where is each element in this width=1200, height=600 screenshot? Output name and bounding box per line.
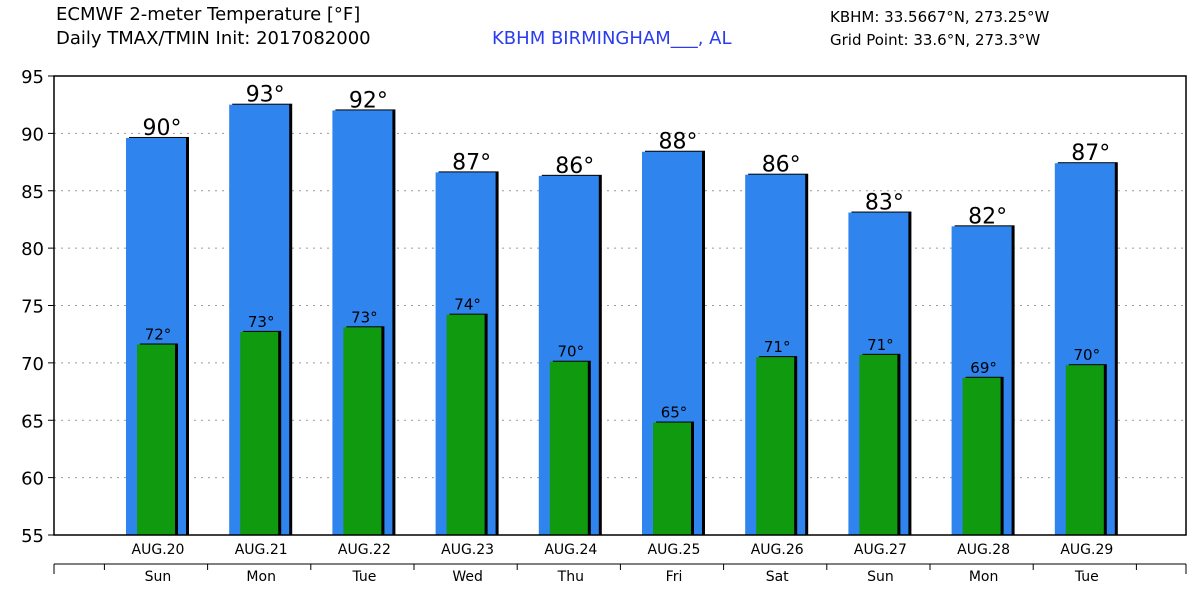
grid-point: Grid Point: 33.6°N, 273.3°W xyxy=(830,31,1041,49)
tmax-value-label: 82° xyxy=(968,204,1007,229)
y-tick-label: 65 xyxy=(21,411,44,432)
tmin-value-label: 70° xyxy=(558,343,585,361)
y-tick-label: 55 xyxy=(21,526,44,547)
tmin-value-label: 73° xyxy=(351,308,378,326)
y-tick-label: 95 xyxy=(21,67,44,88)
tmin-value-label: 72° xyxy=(145,326,172,344)
y-tick-label: 70 xyxy=(21,354,44,375)
x-day-label: Tue xyxy=(1074,569,1099,585)
tmin-value-label: 65° xyxy=(661,404,688,422)
chart-subtitle: Daily TMAX/TMIN Init: 2017082000 xyxy=(56,28,371,49)
x-date-label: AUG.29 xyxy=(1060,542,1113,558)
tmin-bar xyxy=(962,377,1001,535)
tmax-value-label: 83° xyxy=(865,191,904,216)
tmin-bar xyxy=(343,327,382,535)
tmin-value-label: 70° xyxy=(1074,346,1101,364)
x-day-label: Sat xyxy=(766,569,789,585)
tmin-bar xyxy=(1065,365,1104,535)
tmin-value-label: 69° xyxy=(970,359,997,377)
x-day-label: Mon xyxy=(969,569,999,585)
station-coords: KBHM: 33.5667°N, 273.25°W xyxy=(830,8,1050,26)
y-tick-label: 90 xyxy=(21,124,44,145)
tmax-value-label: 86° xyxy=(555,154,594,179)
station-name: KBHM BIRMINGHAM___, AL xyxy=(492,28,732,49)
x-day-label: Thu xyxy=(557,569,584,585)
x-date-label: AUG.26 xyxy=(751,542,804,558)
chart-title: ECMWF 2-meter Temperature [°F] xyxy=(56,4,361,25)
x-date-label: AUG.22 xyxy=(338,542,391,558)
y-tick-label: 85 xyxy=(21,182,44,203)
y-tick-label: 75 xyxy=(21,297,44,318)
tmin-bar xyxy=(446,314,485,535)
tmin-bar xyxy=(756,357,795,535)
tmax-value-label: 90° xyxy=(143,116,182,141)
x-date-label: AUG.24 xyxy=(544,542,597,558)
tmax-value-label: 88° xyxy=(659,130,698,155)
x-date-label: AUG.20 xyxy=(132,542,185,558)
x-day-label: Mon xyxy=(246,569,276,585)
x-day-label: Sun xyxy=(145,569,172,585)
tmax-value-label: 93° xyxy=(246,83,285,108)
tmin-value-label: 73° xyxy=(248,313,275,331)
tmax-value-label: 87° xyxy=(1071,141,1110,166)
x-date-label: AUG.27 xyxy=(854,542,907,558)
x-day-label: Fri xyxy=(666,569,683,585)
y-tick-label: 60 xyxy=(21,469,44,490)
tmin-value-label: 71° xyxy=(764,338,791,356)
x-date-label: AUG.21 xyxy=(235,542,288,558)
x-day-label: Tue xyxy=(351,569,376,585)
plot-frame xyxy=(53,75,1187,536)
tmax-value-label: 92° xyxy=(349,88,388,113)
tmin-bar xyxy=(653,422,691,535)
tmin-bar xyxy=(240,331,279,535)
y-tick-label: 80 xyxy=(21,239,44,260)
tmin-bar xyxy=(859,354,898,535)
x-date-label: AUG.28 xyxy=(957,542,1010,558)
x-day-label: Sun xyxy=(867,569,894,585)
tmin-value-label: 71° xyxy=(867,336,894,354)
tmax-value-label: 86° xyxy=(762,153,801,178)
tmin-bar xyxy=(549,361,588,535)
tmin-bar xyxy=(137,344,175,535)
x-date-label: AUG.25 xyxy=(648,542,701,558)
x-day-label: Wed xyxy=(452,569,483,585)
tmax-value-label: 87° xyxy=(452,150,491,175)
tmin-value-label: 74° xyxy=(454,296,481,314)
x-date-label: AUG.23 xyxy=(441,542,494,558)
